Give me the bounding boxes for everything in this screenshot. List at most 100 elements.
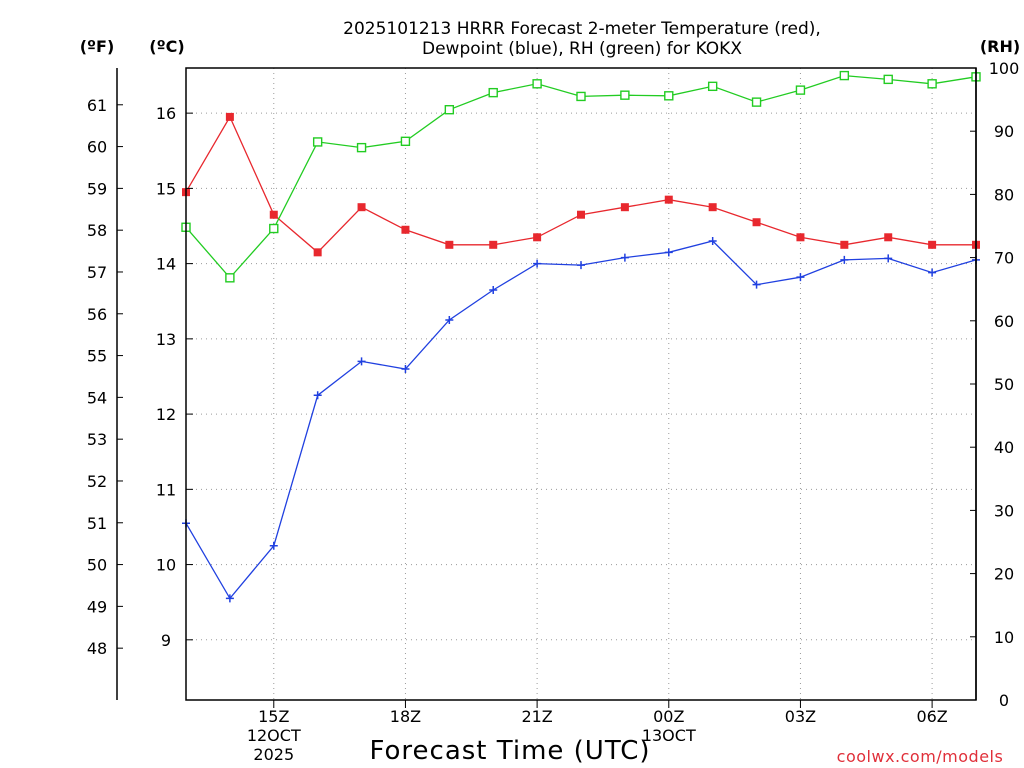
rh-tick-label: 70 [994,249,1014,268]
rh-tick-label: 0 [999,691,1009,710]
temperature-point [752,218,761,227]
rh-tick-label: 60 [994,312,1014,331]
fahrenheit-tick-label: 51 [87,514,107,533]
dewpoint-point [489,285,498,294]
fahrenheit-tick-label: 48 [87,639,107,658]
dewpoint-point [357,357,366,366]
fahrenheit-tick-label: 58 [87,221,107,240]
dewpoint-point [884,254,893,263]
rh-point [444,105,455,115]
rh-point [356,142,367,153]
temperature-point [796,233,805,242]
dewpoint-point [664,248,673,257]
dewpoint-point [313,391,322,400]
x-axis-label: Forecast Time (UTC) [369,736,650,766]
rh-point [576,91,586,102]
x-tick-label: 15Z [258,707,289,726]
dewpoint-point [708,237,717,246]
dewpoint-point [269,541,278,550]
rh-point [927,79,937,89]
dewpoint-point [225,594,234,603]
rh-point [707,81,718,92]
rh-point [312,137,323,147]
celsius-tick-label: 16 [156,104,176,123]
credit-label: coolwx.com/models [837,747,1004,766]
plot-frame [185,67,977,701]
fahrenheit-unit-label: (ºF) [80,37,115,56]
fahrenheit-tick-label: 55 [87,347,107,366]
temperature-point [269,210,278,219]
rh-point [883,74,893,85]
fahrenheit-tick-label: 52 [87,472,107,491]
celsius-tick-label: 12 [156,405,176,424]
rh-point [400,136,411,147]
x-tick-label: 06Z [916,707,947,726]
temperature-point [489,240,498,249]
dewpoint-point [401,364,410,373]
rh-tick-label: 50 [994,375,1014,394]
fahrenheit-tick-label: 61 [87,96,107,115]
temperature-point [928,240,937,249]
celsius-tick-label: 10 [156,556,176,575]
celsius-tick-label: 15 [156,179,176,198]
rh-line [185,74,977,279]
rh-tick-label: 80 [994,185,1014,204]
rh-tick-label: 100 [989,59,1020,78]
fahrenheit-tick-label: 50 [87,556,107,575]
rh-tick-label: 40 [994,438,1014,457]
x-tick-label: 12OCT [247,726,301,745]
celsius-tick-label: 14 [156,255,176,274]
temperature-point [577,210,585,219]
fahrenheit-tick-label: 60 [87,138,107,157]
fahrenheit-tick-label: 49 [87,597,107,616]
celsius-tick-label: 11 [156,480,176,499]
x-tick-label: 13OCT [642,726,696,745]
fahrenheit-tick-label: 56 [87,305,107,324]
temperature-point [357,203,366,212]
chart-title-line1: 2025101213 HRRR Forecast 2-meter Tempera… [343,19,821,39]
rh-point [532,79,542,89]
rh-point [664,91,674,101]
temperature-point [313,248,322,257]
celsius-tick-label: 13 [156,330,176,349]
temperature-point [533,233,542,242]
temperature-point [840,240,849,249]
rh-point [839,70,850,81]
rh-unit-label: (RH) [980,37,1020,56]
dewpoint-point [840,255,849,264]
fahrenheit-tick-label: 53 [87,430,107,449]
temperature-line [185,115,976,254]
celsius-unit-label: (ºC) [149,37,184,56]
dewpoint-point [445,316,454,325]
dewpoint-line [185,240,977,600]
celsius-tick-label: 9 [161,631,171,650]
x-tick-label: 03Z [785,707,816,726]
temperature-point [445,240,454,249]
dewpoint-point [577,261,585,270]
dewpoint-point [928,268,937,277]
temperature-point [225,112,234,121]
temperature-point [884,233,893,242]
rh-tick-label: 20 [994,565,1014,584]
x-tick-label: 00Z [653,707,684,726]
rh-point [269,223,279,234]
rh-point [488,87,498,98]
rh-tick-label: 10 [994,628,1014,647]
fahrenheit-tick-label: 59 [87,179,107,198]
rh-point [620,90,630,100]
rh-point [751,97,762,107]
series-layer [181,70,981,603]
fahrenheit-tick-label: 54 [87,388,107,407]
rh-point [795,85,806,95]
dewpoint-point [752,280,761,289]
rh-tick-label: 30 [994,501,1014,520]
rh-tick-label: 90 [994,122,1014,141]
x-tick-label: 21Z [521,707,552,726]
temperature-point [664,195,673,204]
temperature-point [620,203,629,212]
fahrenheit-tick-label: 57 [87,263,107,282]
rh-point [225,273,235,283]
dewpoint-point [620,253,629,262]
